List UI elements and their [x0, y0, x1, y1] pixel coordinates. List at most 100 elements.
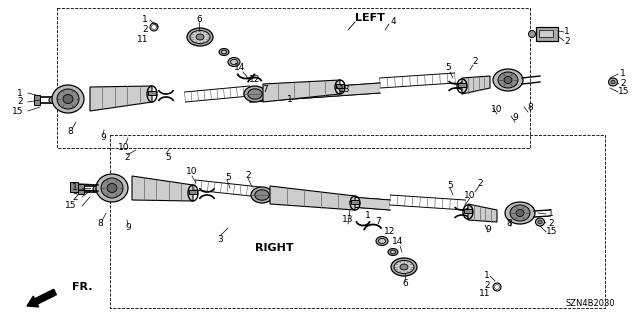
Text: 11: 11: [479, 290, 491, 299]
Polygon shape: [250, 83, 380, 102]
Text: 2: 2: [245, 170, 251, 180]
Ellipse shape: [251, 187, 273, 203]
Ellipse shape: [400, 264, 408, 270]
Text: 5: 5: [165, 152, 171, 161]
Ellipse shape: [609, 78, 618, 86]
Text: 10: 10: [186, 167, 198, 176]
Text: 7: 7: [375, 218, 381, 226]
Text: 10: 10: [464, 190, 476, 199]
Polygon shape: [90, 86, 152, 111]
Ellipse shape: [391, 258, 417, 276]
Polygon shape: [132, 176, 193, 201]
Text: 8: 8: [67, 128, 73, 137]
Text: 12: 12: [384, 226, 396, 235]
Ellipse shape: [219, 48, 229, 56]
Text: 1: 1: [365, 211, 371, 219]
Text: LEFT: LEFT: [355, 13, 385, 23]
Bar: [536, 27, 558, 41]
Text: 9: 9: [512, 114, 518, 122]
Text: 14: 14: [392, 238, 404, 247]
Text: 2: 2: [142, 25, 148, 33]
Ellipse shape: [196, 34, 204, 40]
Ellipse shape: [228, 57, 240, 66]
Ellipse shape: [510, 205, 530, 221]
Ellipse shape: [388, 249, 398, 256]
Ellipse shape: [101, 178, 123, 198]
Ellipse shape: [96, 174, 128, 202]
Bar: [536, 27, 558, 41]
Bar: [464, 209, 472, 213]
Text: 13: 13: [342, 216, 354, 225]
Text: 12: 12: [250, 76, 260, 85]
Ellipse shape: [221, 50, 227, 54]
Text: 1: 1: [17, 88, 23, 98]
Ellipse shape: [244, 86, 266, 102]
Ellipse shape: [611, 80, 615, 84]
Polygon shape: [78, 184, 84, 194]
Text: 13: 13: [339, 85, 351, 94]
Text: 1: 1: [72, 183, 78, 192]
Text: 5: 5: [445, 63, 451, 72]
Bar: [458, 83, 466, 87]
Ellipse shape: [107, 183, 117, 192]
Ellipse shape: [190, 31, 210, 43]
Text: 2: 2: [472, 57, 478, 66]
Bar: [148, 91, 156, 95]
Ellipse shape: [516, 210, 524, 217]
Text: 2: 2: [124, 153, 130, 162]
Text: 15: 15: [546, 227, 557, 236]
Ellipse shape: [538, 220, 542, 224]
Bar: [351, 200, 359, 204]
Text: 2: 2: [564, 36, 570, 46]
Text: 8: 8: [97, 219, 103, 228]
Text: 1: 1: [142, 16, 148, 25]
Text: 14: 14: [234, 63, 246, 72]
Ellipse shape: [390, 250, 396, 254]
Ellipse shape: [52, 85, 84, 113]
Text: 9: 9: [485, 225, 491, 234]
Ellipse shape: [536, 218, 545, 226]
Ellipse shape: [57, 89, 79, 109]
Text: 2: 2: [484, 280, 490, 290]
Bar: [336, 84, 344, 88]
Ellipse shape: [376, 236, 388, 246]
Ellipse shape: [248, 89, 262, 99]
Bar: [189, 190, 197, 194]
Text: 1: 1: [564, 27, 570, 36]
Polygon shape: [263, 80, 340, 102]
Text: 11: 11: [137, 34, 148, 43]
Polygon shape: [462, 76, 490, 94]
Text: 1: 1: [287, 95, 293, 105]
Polygon shape: [34, 95, 40, 105]
Ellipse shape: [187, 28, 213, 46]
Text: 2: 2: [477, 179, 483, 188]
Text: 6: 6: [196, 14, 202, 24]
Polygon shape: [270, 186, 355, 210]
Text: 1: 1: [548, 210, 554, 219]
Polygon shape: [70, 182, 78, 192]
Text: 4: 4: [390, 17, 396, 26]
Ellipse shape: [230, 60, 237, 64]
Text: 8: 8: [527, 103, 533, 113]
Text: 6: 6: [402, 278, 408, 287]
Text: 15: 15: [618, 87, 630, 97]
Bar: [539, 30, 553, 37]
Text: 5: 5: [225, 173, 231, 182]
Text: FR.: FR.: [72, 282, 93, 292]
Text: 1: 1: [484, 271, 490, 280]
Text: 2: 2: [17, 98, 23, 107]
Text: 9: 9: [125, 224, 131, 233]
Ellipse shape: [93, 186, 101, 192]
Ellipse shape: [394, 261, 414, 273]
Text: 9: 9: [100, 133, 106, 143]
Text: 2: 2: [548, 219, 554, 227]
Ellipse shape: [505, 202, 535, 224]
Text: RIGHT: RIGHT: [255, 243, 294, 253]
Ellipse shape: [378, 239, 385, 243]
FancyArrow shape: [27, 289, 56, 307]
Text: 7: 7: [262, 85, 268, 93]
Ellipse shape: [529, 31, 536, 38]
Text: 15: 15: [12, 107, 24, 115]
Text: SZN4B2030: SZN4B2030: [565, 299, 614, 308]
Text: 10: 10: [118, 143, 130, 152]
